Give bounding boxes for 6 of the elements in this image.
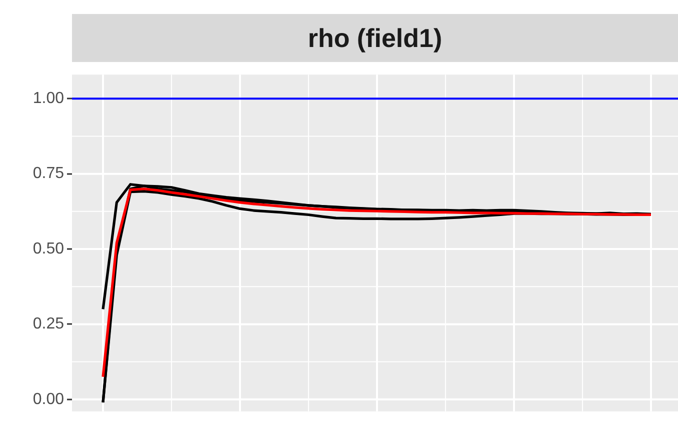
chart-title: rho (field1)	[72, 14, 678, 62]
y-tick-label: 0.25	[32, 316, 64, 333]
y-tick-label: 0.00	[32, 390, 64, 408]
y-tick-label: 0.75	[32, 165, 64, 182]
y-tick-label: 0.50	[32, 240, 64, 258]
y-tick-label: 1.00	[32, 90, 64, 108]
